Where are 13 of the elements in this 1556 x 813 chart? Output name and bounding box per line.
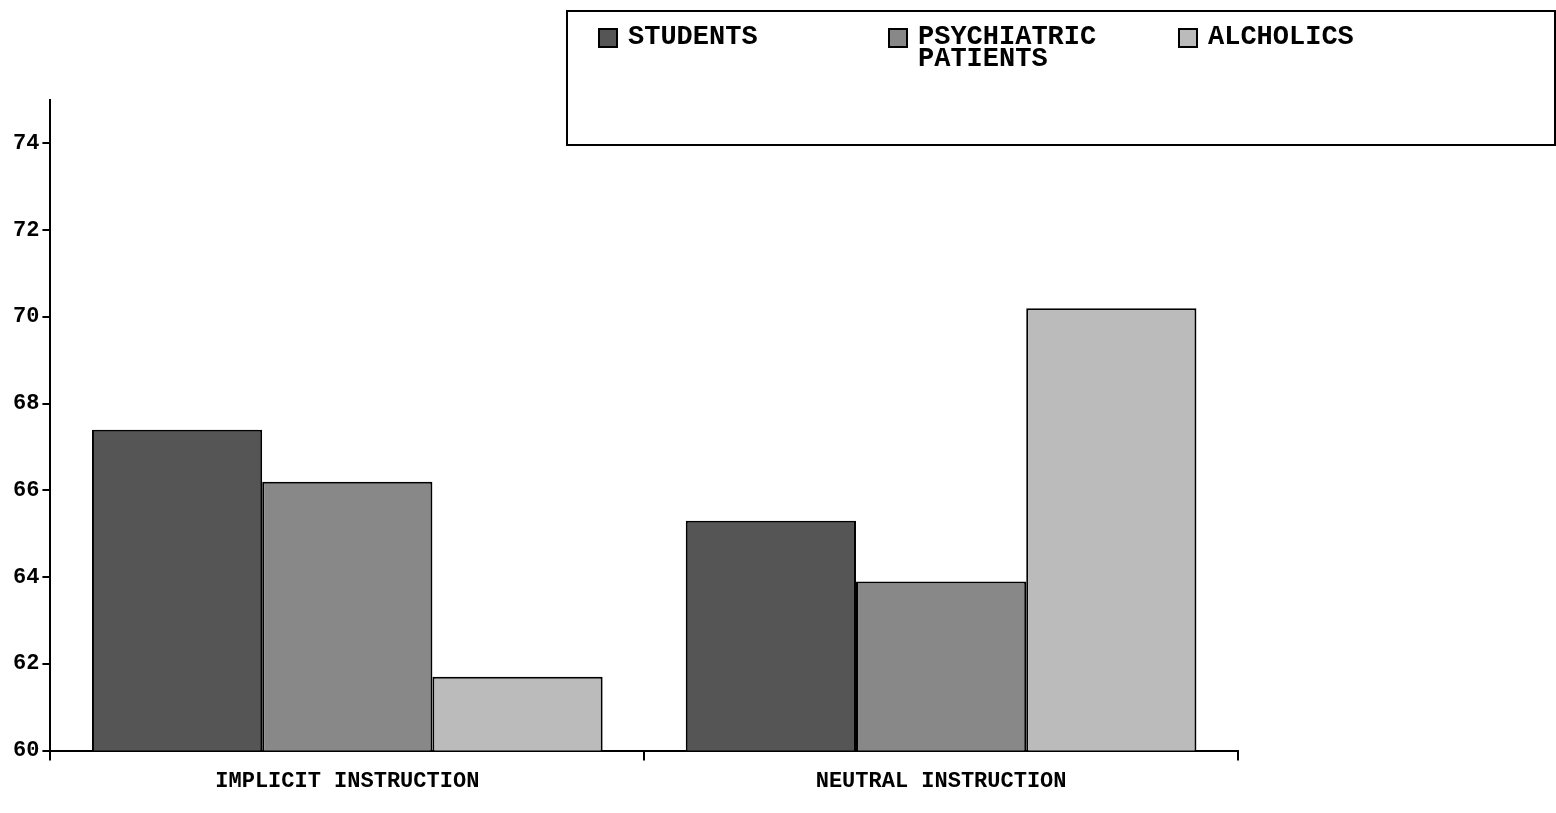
y-tick-label: 64 [13,564,40,590]
legend-label: ALCHOLICS [1208,22,1355,52]
legend-label: STUDENTS [628,22,759,52]
x-tick-label: NEUTRAL INSTRUCTION [815,769,1067,795]
x-tick-label: IMPLICIT INSTRUCTION [215,769,480,795]
legend-label: PSYCHIATRIC PATIENTS [918,22,1098,74]
y-tick-label: 62 [13,651,40,677]
y-tick-label: 68 [13,391,40,417]
y-tick-label: 72 [13,217,40,243]
y-tick-label: 66 [13,477,40,503]
y-tick-label: 74 [13,130,40,156]
y-tick-label: 70 [13,304,40,330]
y-tick-label: 60 [13,738,40,764]
